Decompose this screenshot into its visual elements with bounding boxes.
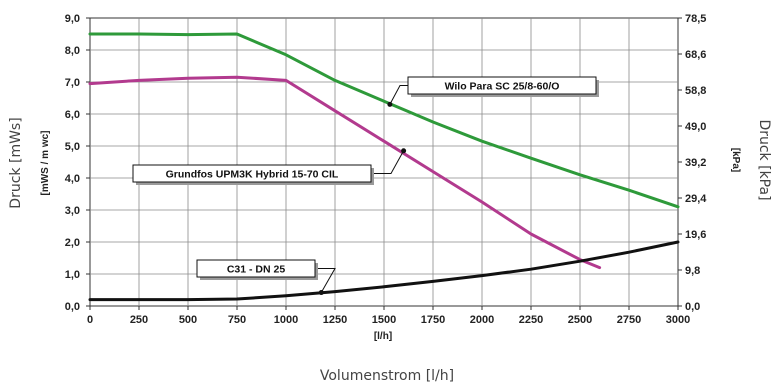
x-tick-label: 1250 — [323, 314, 347, 326]
y-right-tick-label: 9,8 — [685, 265, 700, 277]
x-tick-label: 2250 — [519, 314, 543, 326]
y-left-tick-label: 4,0 — [65, 173, 80, 185]
callouts: Wilo Para SC 25/8-60/O Grundfos UPM3K Hyb… — [132, 76, 599, 296]
y-left-tick-label: 1,0 — [65, 269, 80, 281]
x-tick-label: 1500 — [372, 314, 396, 326]
y-left-tick-label: 6,0 — [65, 109, 80, 121]
y-left-tick-label: 5,0 — [65, 141, 80, 153]
x-tick-label: 1750 — [421, 314, 445, 326]
x-tick-label: 2500 — [568, 314, 592, 326]
x-tick-label: 750 — [228, 314, 246, 326]
callout-box — [407, 76, 597, 95]
callout-leader — [315, 268, 336, 293]
callout-leader — [371, 150, 405, 174]
callout-marker — [318, 290, 324, 296]
y-left-tick-label: 7,0 — [65, 77, 80, 89]
y-axis-left-inner-title: [mWS / m wc] — [40, 130, 51, 195]
x-tick-label: 250 — [130, 314, 148, 326]
y-right-tick-label: 49,0 — [685, 121, 706, 133]
y-right-tick-label: 78,5 — [685, 13, 706, 25]
series-line-2 — [88, 75, 602, 270]
callout-label: Grundfos UPM3K Hybrid 15-70 CIL — [166, 169, 339, 181]
y-axis-left-title: Druck [mWs] — [8, 117, 24, 208]
callout-marker — [387, 101, 393, 107]
callout-2: Grundfos UPM3K Hybrid 15-70 CIL — [132, 148, 407, 185]
callout-box — [132, 164, 372, 183]
grid — [89, 17, 679, 307]
callout-1: Wilo Para SC 25/8-60/O — [387, 76, 599, 107]
axes: 0 250 500 750 1000 1250 1500 1750 2000 2250 2500 27… — [65, 13, 708, 326]
x-tick-label: 500 — [179, 314, 197, 326]
series-line-1 — [88, 32, 680, 209]
y-left-tick-label: 0,0 — [65, 301, 80, 313]
y-axis-right-inner-title: [kPa] — [730, 148, 741, 172]
series-line-3 — [88, 240, 680, 302]
y-right-tick-label: 19,6 — [685, 229, 706, 241]
callout-leader — [389, 85, 408, 105]
y-left-tick-label: 3,0 — [65, 205, 80, 217]
y-left-tick-label: 2,0 — [65, 237, 80, 249]
x-axis-inner-title: [l/h] — [374, 331, 392, 342]
x-tick-label: 2000 — [470, 314, 494, 326]
x-tick-label: 3000 — [666, 314, 690, 326]
y-right-tick-label: 68,6 — [685, 49, 706, 61]
x-tick-label: 1000 — [274, 314, 298, 326]
callout-label: Wilo Para SC 25/8-60/O — [445, 81, 560, 93]
x-tick-label: 0 — [87, 314, 93, 326]
callout-box — [196, 259, 316, 278]
y-right-tick-label: 0,0 — [685, 301, 700, 313]
x-axis-title: Volumenstrom [l/h] — [320, 368, 454, 384]
y-right-tick-label: 39,2 — [685, 157, 706, 169]
series-lines — [88, 32, 680, 302]
y-left-tick-label: 9,0 — [65, 13, 80, 25]
y-right-tick-label: 58,8 — [685, 85, 706, 97]
callout-label: C31 - DN 25 — [227, 264, 286, 276]
y-left-tick-label: 8,0 — [65, 45, 80, 57]
x-tick-label: 2750 — [617, 314, 641, 326]
y-axis-right-title: Druck [kPa] — [756, 119, 772, 200]
y-right-tick-label: 29,4 — [685, 193, 707, 205]
callout-3: C31 - DN 25 — [196, 259, 336, 296]
callout-marker — [401, 148, 407, 154]
